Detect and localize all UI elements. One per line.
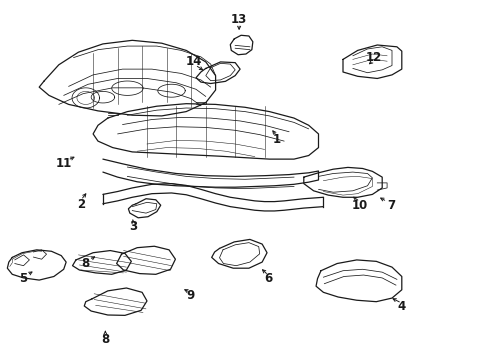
Text: 12: 12 [365,51,382,64]
Text: 10: 10 [352,199,368,212]
Text: 5: 5 [20,272,27,285]
Text: 14: 14 [185,55,202,68]
Text: 8: 8 [101,333,109,346]
Text: 1: 1 [273,133,281,146]
Text: 4: 4 [398,300,406,313]
Text: 6: 6 [265,273,272,285]
Text: 13: 13 [231,13,247,26]
Text: 2: 2 [77,198,85,211]
Text: 7: 7 [387,199,395,212]
Text: 9: 9 [186,289,194,302]
Text: 8: 8 [82,257,90,270]
Text: 3: 3 [129,220,137,233]
Text: 11: 11 [55,157,72,170]
